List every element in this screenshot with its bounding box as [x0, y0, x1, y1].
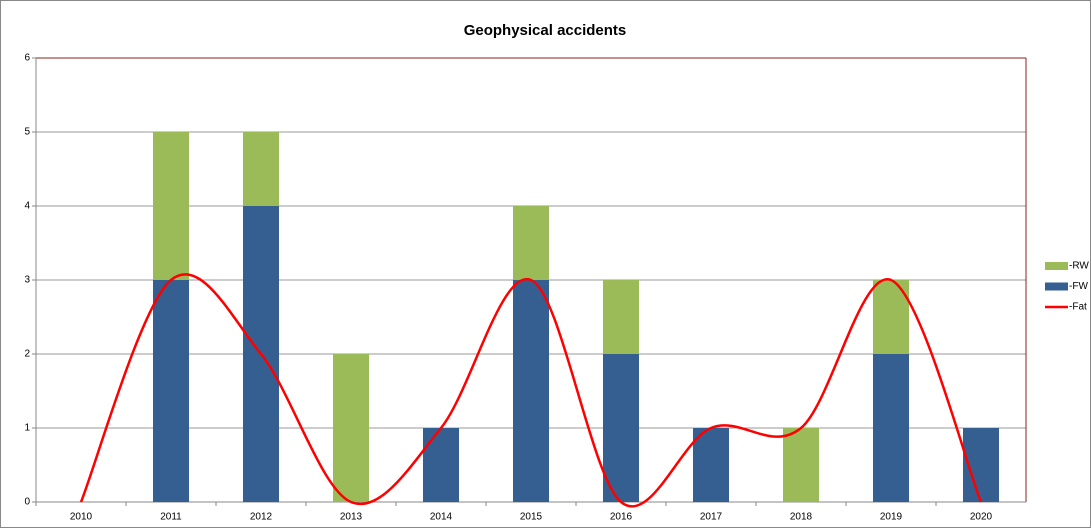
- bar-segment: [513, 280, 549, 502]
- x-tick-label: 2016: [610, 512, 633, 523]
- x-tick-label: 2012: [250, 512, 273, 523]
- bar-segment: [153, 132, 189, 280]
- bar-segment: [693, 428, 729, 502]
- legend-label: -RW: [1069, 261, 1089, 272]
- y-tick-label: 3: [24, 275, 30, 286]
- x-tick-label: 2013: [340, 512, 363, 523]
- x-tick-label: 2014: [430, 512, 453, 523]
- bar-segment: [603, 354, 639, 502]
- bar-segment: [603, 280, 639, 354]
- x-tick-label: 2010: [70, 512, 93, 523]
- x-tick-label: 2019: [880, 512, 903, 523]
- chart-title: Geophysical accidents: [464, 22, 627, 39]
- y-tick-label: 2: [24, 349, 30, 360]
- legend-label: -FW: [1069, 281, 1088, 292]
- y-tick-label: 0: [24, 497, 30, 508]
- bar-segment: [783, 428, 819, 502]
- y-tick-label: 5: [24, 127, 30, 138]
- x-tick-label: 2018: [790, 512, 813, 523]
- line-series: [79, 273, 983, 508]
- bar-segment: [423, 428, 459, 502]
- legend-swatch: [1045, 282, 1068, 291]
- x-tick-label: 2011: [160, 512, 182, 523]
- bar-segment: [153, 280, 189, 502]
- x-tick-label: 2015: [520, 512, 543, 523]
- legend-swatch: [1045, 262, 1068, 270]
- bar-segment: [333, 354, 369, 502]
- bar-segment: [243, 132, 279, 206]
- y-tick-label: 6: [24, 53, 30, 64]
- legend-label: -Fat: [1069, 302, 1087, 313]
- bar-segment: [873, 354, 909, 502]
- x-tick-label: 2017: [700, 512, 723, 523]
- y-tick-label: 4: [24, 201, 30, 212]
- bar-segment: [513, 206, 549, 280]
- x-tick-label: 2020: [970, 512, 993, 523]
- y-tick-label: 1: [24, 423, 30, 434]
